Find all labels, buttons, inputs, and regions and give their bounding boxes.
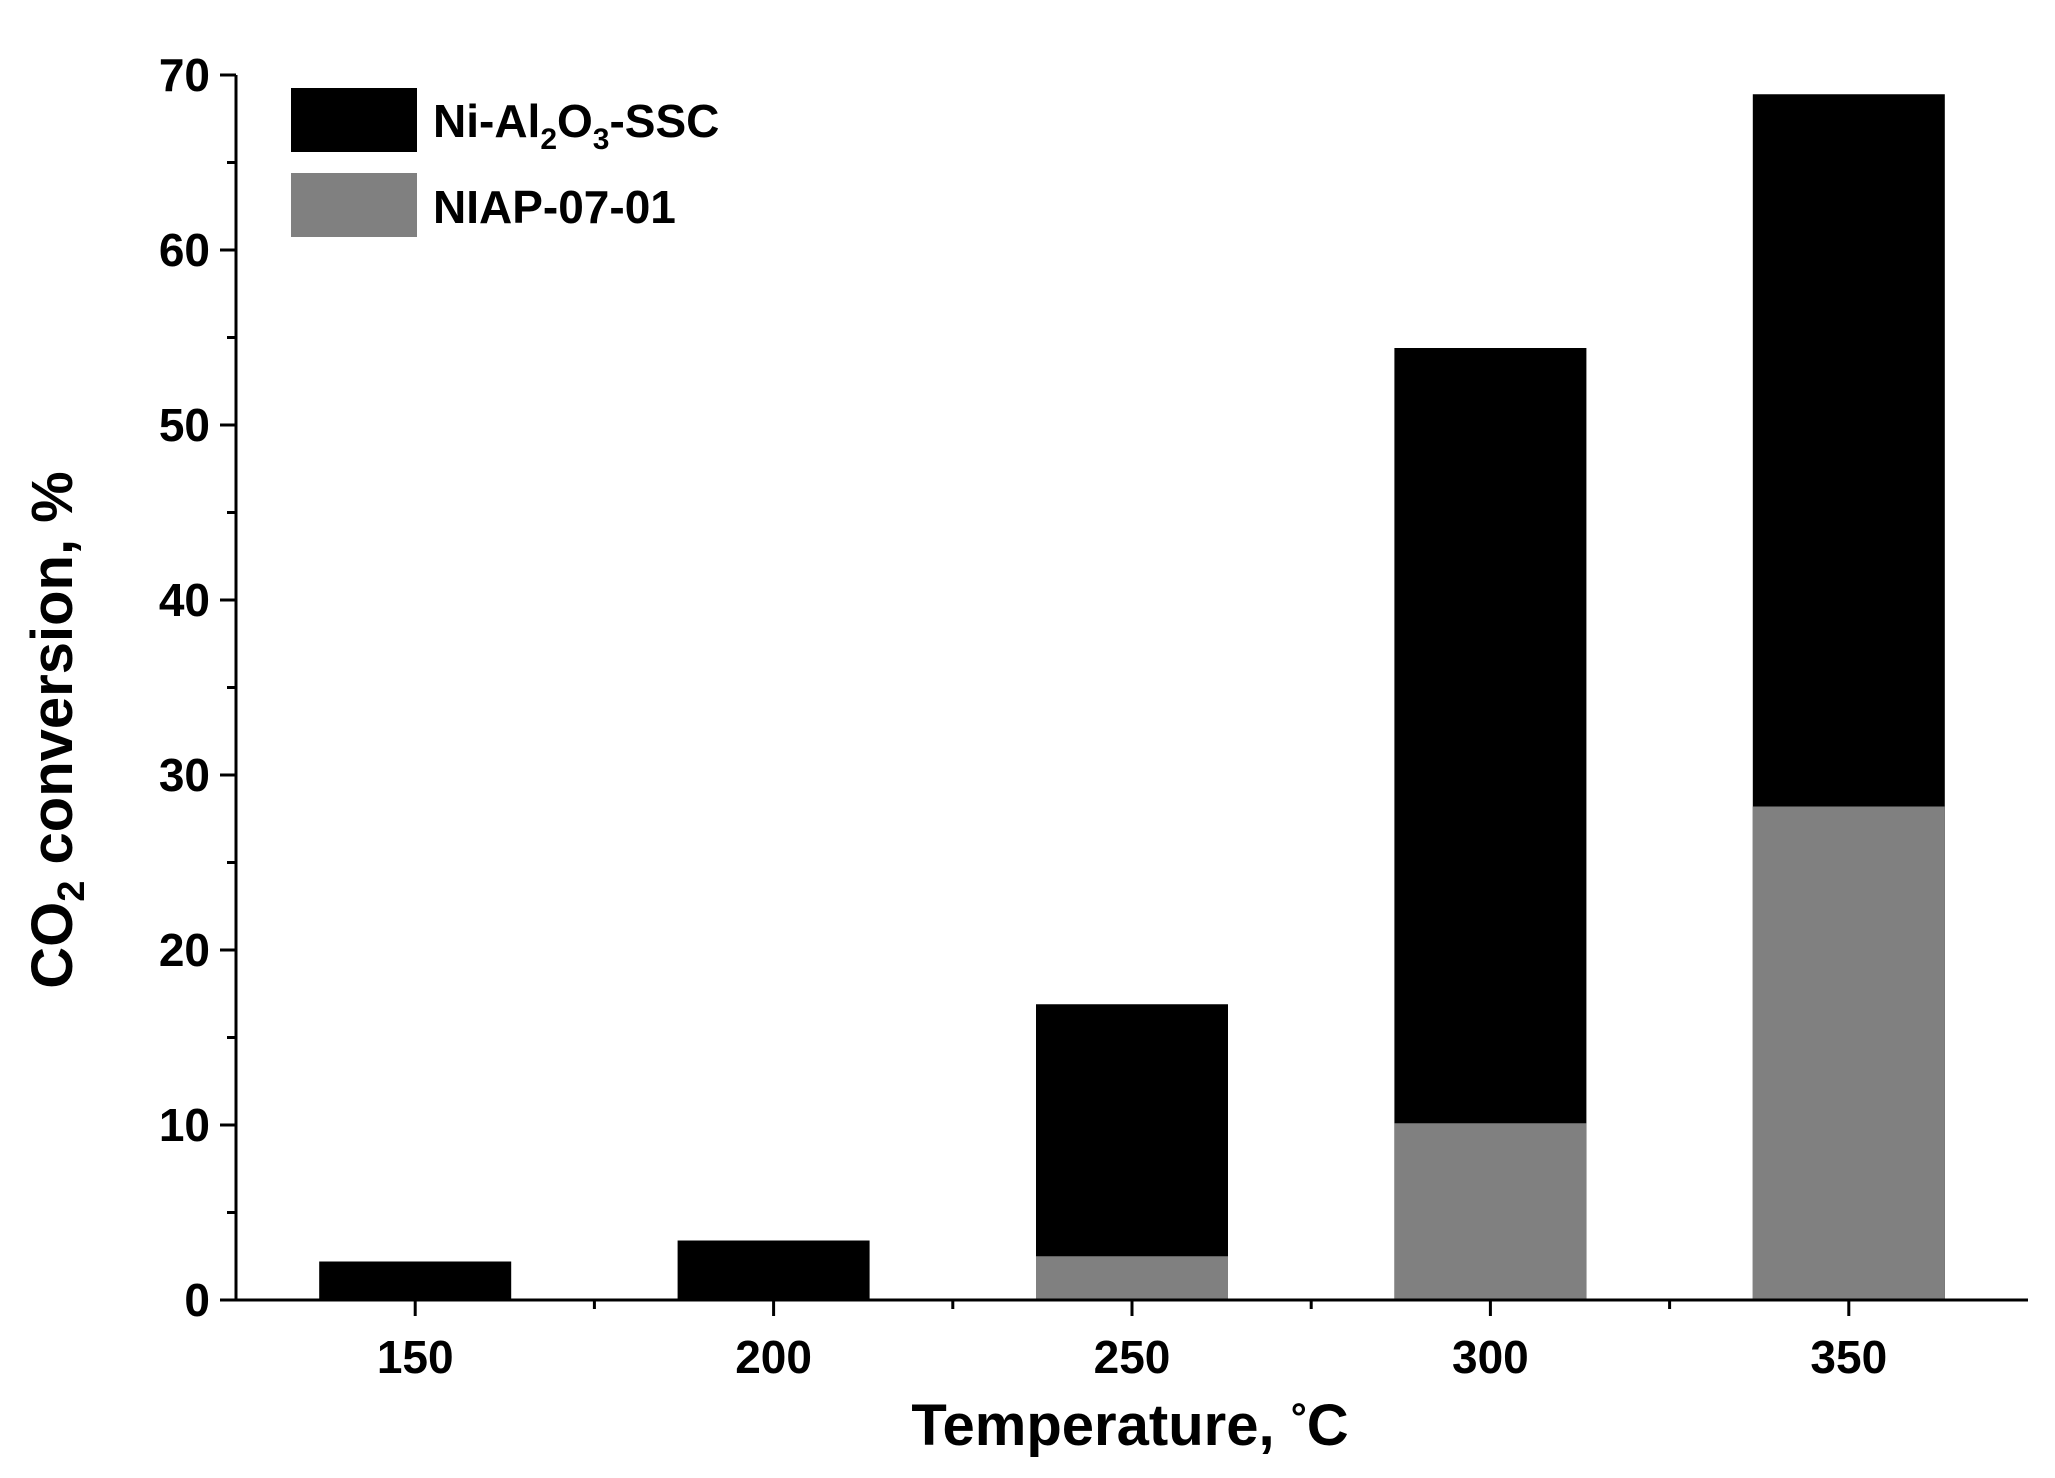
bar-ni-al2o3-ssc-150	[319, 1261, 512, 1300]
bars-group	[319, 94, 1945, 1300]
bar-ni-al2o3-ssc-200	[677, 1240, 870, 1300]
y-tick-label: 50	[159, 399, 210, 451]
legend-label-ni-al2o3-ssc: Ni-Al2O3-SSC	[433, 95, 719, 156]
ticks-group: 0 10 20 30 40 50 60 70 150 200 250 300 350	[159, 49, 1887, 1383]
y-tick-label: 10	[159, 1099, 210, 1151]
x-tick-label: 200	[735, 1331, 812, 1383]
x-tick-label: 350	[1810, 1331, 1887, 1383]
bar-niap-07-01-350	[1752, 806, 1945, 1300]
legend: Ni-Al2O3-SSC NIAP-07-01	[291, 88, 719, 237]
y-tick-label: 30	[159, 749, 210, 801]
x-axis-title: Temperature, °C	[911, 1393, 1348, 1458]
legend-swatch-ni-al2o3-ssc	[291, 88, 417, 152]
y-tick-label: 20	[159, 924, 210, 976]
x-tick-label: 150	[377, 1331, 454, 1383]
x-tick-label: 300	[1452, 1331, 1529, 1383]
legend-label-niap-07-01: NIAP-07-01	[433, 181, 676, 233]
y-tick-label: 60	[159, 224, 210, 276]
bar-niap-07-01-250	[1036, 1256, 1228, 1300]
y-tick-label: 70	[159, 49, 210, 101]
y-tick-label: 0	[184, 1274, 210, 1326]
legend-swatch-niap-07-01	[291, 173, 417, 237]
y-tick-label: 40	[159, 574, 210, 626]
y-axis-title: CO2 conversion, %	[20, 471, 93, 988]
x-tick-label: 250	[1094, 1331, 1171, 1383]
bar-ni-al2o3-ssc-250	[1036, 1004, 1228, 1300]
bar-niap-07-01-300	[1394, 1123, 1587, 1300]
